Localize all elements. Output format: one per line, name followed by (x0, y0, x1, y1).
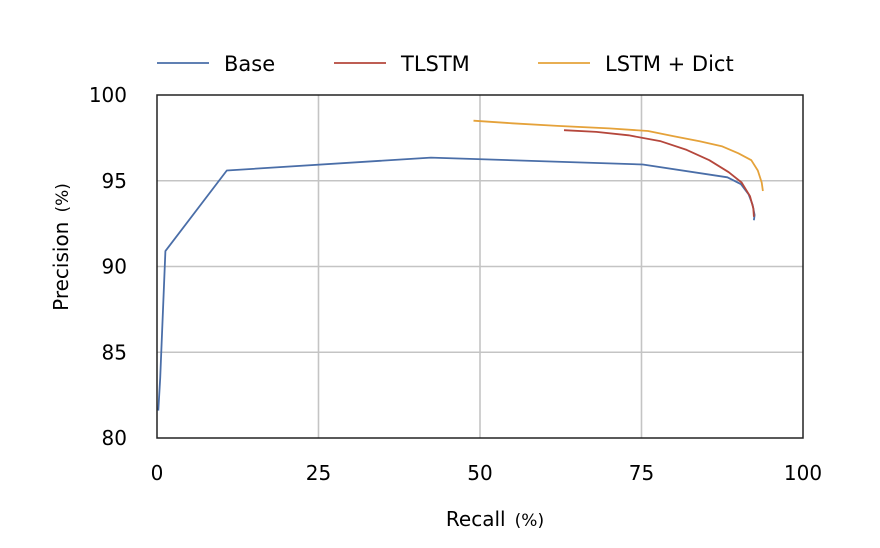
y-tick-label-80: 80 (102, 426, 127, 450)
y-axis-title: Precision (%) (49, 183, 73, 311)
x-axis-title: Recall (%) (446, 507, 544, 531)
x-tick-label-50: 50 (467, 461, 492, 485)
y-tick-label-100: 100 (89, 83, 127, 107)
y-tick-labels: 80 85 90 95 100 (89, 83, 127, 450)
grid (157, 95, 803, 438)
y-axis-unit: (%) (53, 183, 73, 212)
x-tick-label-100: 100 (784, 461, 822, 485)
legend-label-base: Base (224, 52, 275, 76)
x-axis-unit: (%) (515, 511, 544, 531)
legend-label-lstm-dict: LSTM + Dict (605, 52, 734, 76)
x-tick-label-0: 0 (151, 461, 164, 485)
legend-label-tlstm: TLSTM (400, 52, 470, 76)
legend: Base TLSTM LSTM + Dict (157, 52, 734, 76)
series-line-base (157, 156, 756, 411)
x-tick-labels: 0 25 50 75 100 (151, 461, 822, 485)
x-tick-label-75: 75 (629, 461, 654, 485)
series-layer (157, 119, 764, 411)
series-line-tlstm (563, 129, 755, 217)
y-tick-label-90: 90 (102, 255, 127, 279)
plot-frame (156, 94, 804, 439)
series-line-lstm-dict (473, 119, 764, 192)
y-tick-label-85: 85 (102, 340, 127, 364)
y-axis-label: Precision (49, 222, 73, 311)
x-axis-label: Recall (446, 507, 506, 531)
x-tick-label-25: 25 (306, 461, 331, 485)
y-tick-label-95: 95 (102, 169, 127, 193)
